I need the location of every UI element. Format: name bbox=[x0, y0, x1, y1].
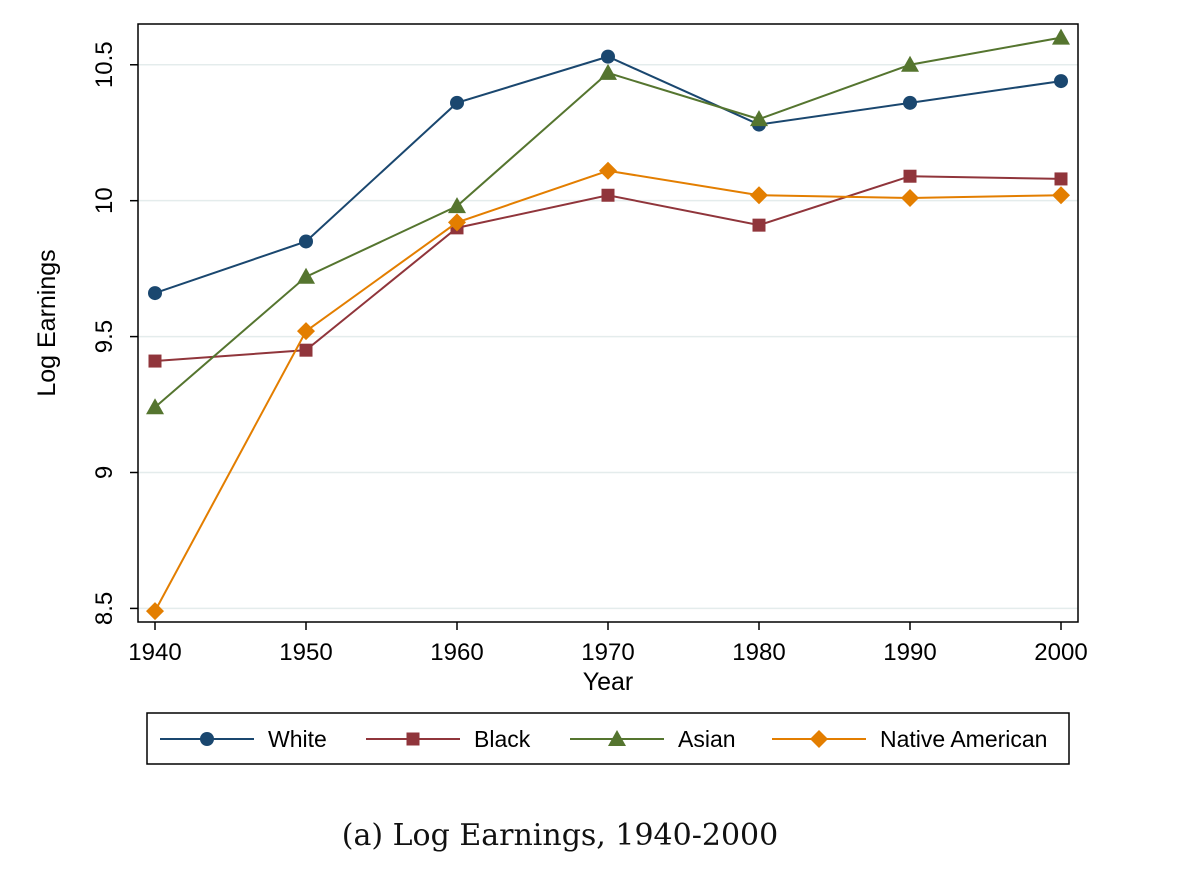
legend: White Black Asian Native American bbox=[146, 712, 1070, 765]
data-point bbox=[901, 55, 919, 72]
data-point bbox=[299, 234, 313, 249]
data-point bbox=[1052, 186, 1070, 205]
y-tick-label: 8.5 bbox=[91, 592, 118, 625]
legend-marker bbox=[810, 730, 828, 748]
data-point bbox=[448, 213, 466, 232]
series-white bbox=[148, 49, 1068, 301]
legend-item-native-american: Native American bbox=[772, 726, 1047, 752]
data-point bbox=[1054, 172, 1068, 186]
data-point bbox=[750, 110, 768, 127]
legend-label: Asian bbox=[678, 726, 736, 752]
data-point bbox=[601, 188, 615, 202]
x-tick-label: 2000 bbox=[1034, 639, 1087, 666]
data-point bbox=[448, 197, 466, 214]
x-tick-label: 1980 bbox=[732, 639, 785, 666]
y-tick-label: 10 bbox=[91, 187, 118, 214]
data-point bbox=[146, 602, 164, 621]
data-point bbox=[752, 218, 766, 232]
x-tick-label: 1950 bbox=[279, 639, 332, 666]
y-tick-label: 10.5 bbox=[91, 41, 118, 88]
data-point bbox=[450, 95, 464, 110]
x-tick-label: 1960 bbox=[430, 639, 483, 666]
data-point bbox=[901, 188, 919, 207]
series-black bbox=[148, 169, 1068, 368]
x-tick-label: 1940 bbox=[128, 639, 181, 666]
data-point bbox=[601, 49, 615, 64]
series-line bbox=[154, 169, 1062, 612]
data-point bbox=[297, 267, 315, 284]
data-point bbox=[750, 186, 768, 205]
legend-item-asian: Asian bbox=[570, 726, 736, 752]
x-axis: 1940 1950 1960 1970 1980 1990 2000 bbox=[128, 622, 1088, 666]
data-point bbox=[148, 354, 162, 368]
data-point bbox=[903, 169, 917, 183]
gridlines bbox=[138, 64, 1078, 610]
legend-marker bbox=[406, 732, 420, 746]
data-point bbox=[1054, 74, 1068, 89]
series-native-american bbox=[146, 161, 1070, 621]
legend-label: White bbox=[268, 726, 327, 752]
data-point bbox=[299, 343, 313, 357]
y-axis: 8.5 9 9.5 10 10.5 bbox=[91, 41, 138, 625]
data-point bbox=[146, 398, 164, 415]
legend-item-black: Black bbox=[366, 726, 531, 752]
legend-marker bbox=[200, 732, 214, 746]
data-point bbox=[903, 95, 917, 110]
legend-label: Native American bbox=[880, 726, 1047, 752]
data-point bbox=[599, 63, 617, 80]
data-point bbox=[599, 161, 617, 180]
data-point bbox=[1052, 28, 1070, 45]
plot-frame bbox=[137, 23, 1079, 623]
y-tick-label: 9.5 bbox=[91, 320, 118, 353]
x-axis-title: Year bbox=[583, 668, 634, 696]
y-axis-title: Log Earnings bbox=[33, 249, 61, 396]
legend-item-white: White bbox=[160, 726, 327, 752]
x-tick-label: 1990 bbox=[883, 639, 936, 666]
x-tick-label: 1970 bbox=[581, 639, 634, 666]
series-line bbox=[154, 175, 1062, 363]
figure-caption: (a) Log Earnings, 1940-2000 bbox=[341, 818, 779, 853]
series-group bbox=[146, 28, 1070, 621]
legend-marker bbox=[608, 730, 626, 746]
y-tick-label: 9 bbox=[91, 466, 118, 479]
data-point bbox=[148, 286, 162, 301]
legend-label: Black bbox=[474, 726, 531, 752]
data-point bbox=[297, 322, 315, 341]
series-asian bbox=[146, 28, 1070, 415]
